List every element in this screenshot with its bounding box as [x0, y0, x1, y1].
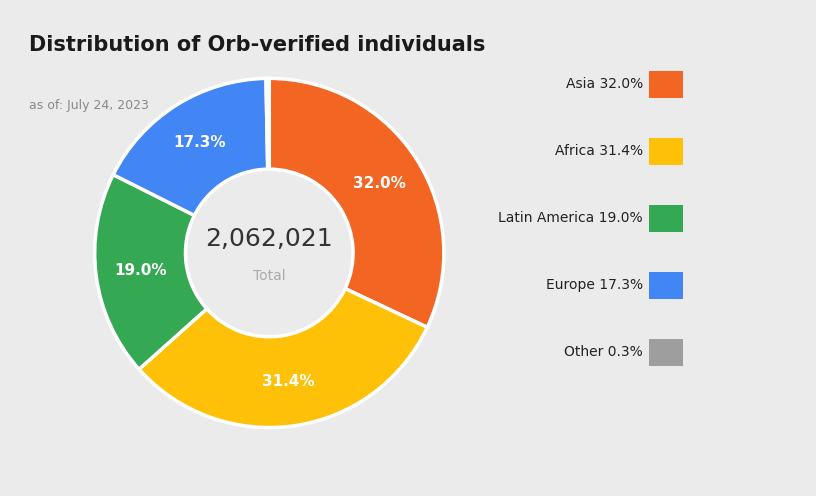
- Text: as of: July 24, 2023: as of: July 24, 2023: [29, 99, 149, 112]
- Text: 17.3%: 17.3%: [174, 135, 226, 150]
- Wedge shape: [95, 175, 206, 369]
- Wedge shape: [113, 78, 268, 215]
- Text: 32.0%: 32.0%: [353, 176, 406, 191]
- Text: 19.0%: 19.0%: [114, 262, 166, 278]
- Text: Total: Total: [253, 269, 286, 283]
- Wedge shape: [269, 78, 444, 327]
- Text: Distribution of Orb-verified individuals: Distribution of Orb-verified individuals: [29, 35, 485, 55]
- Text: Asia 32.0%: Asia 32.0%: [565, 77, 643, 91]
- Text: Other 0.3%: Other 0.3%: [564, 345, 643, 359]
- Text: Africa 31.4%: Africa 31.4%: [555, 144, 643, 158]
- Text: 31.4%: 31.4%: [262, 374, 314, 389]
- Text: 2,062,021: 2,062,021: [206, 227, 333, 251]
- Wedge shape: [139, 289, 428, 428]
- Text: Europe 17.3%: Europe 17.3%: [546, 278, 643, 292]
- Wedge shape: [266, 78, 269, 169]
- Text: Latin America 19.0%: Latin America 19.0%: [499, 211, 643, 225]
